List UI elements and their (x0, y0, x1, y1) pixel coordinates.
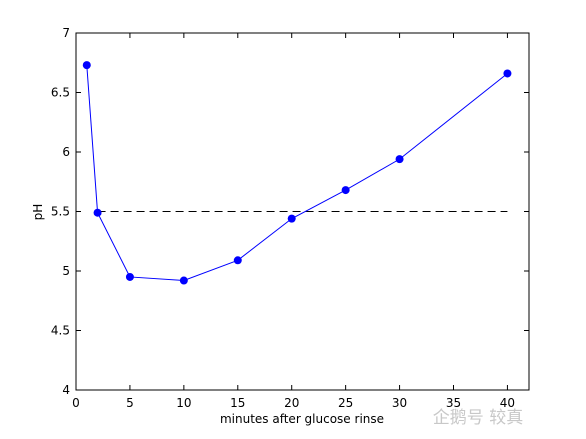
x-tick-label: 10 (176, 396, 191, 410)
y-tick-label: 5 (62, 264, 70, 278)
watermark: 企鹅号 较真 (433, 408, 523, 428)
x-tick-label: 25 (338, 396, 353, 410)
x-axis-label: minutes after glucose rinse (220, 412, 384, 426)
data-point (93, 208, 102, 217)
x-tick-label: 35 (446, 396, 461, 410)
y-tick-label: 4.5 (51, 324, 70, 338)
x-tick-label: 15 (230, 396, 245, 410)
data-point (395, 155, 404, 164)
data-point (503, 69, 512, 78)
y-tick-label: 4 (62, 383, 70, 397)
x-tick-label: 20 (284, 396, 299, 410)
x-tick-label: 40 (500, 396, 515, 410)
data-point (82, 61, 91, 70)
data-point (341, 186, 350, 195)
y-tick-label: 5.5 (51, 205, 70, 219)
x-tick-label: 30 (392, 396, 407, 410)
data-point (125, 272, 134, 281)
x-tick-label: 5 (126, 396, 134, 410)
y-tick-label: 6.5 (51, 86, 70, 100)
data-point (233, 256, 242, 265)
data-point (287, 214, 296, 223)
y-tick-label: 6 (62, 145, 70, 159)
x-tick-label: 0 (72, 396, 80, 410)
y-tick-label: 7 (62, 26, 70, 40)
data-point (179, 276, 188, 285)
y-axis-label: pH (31, 204, 45, 221)
